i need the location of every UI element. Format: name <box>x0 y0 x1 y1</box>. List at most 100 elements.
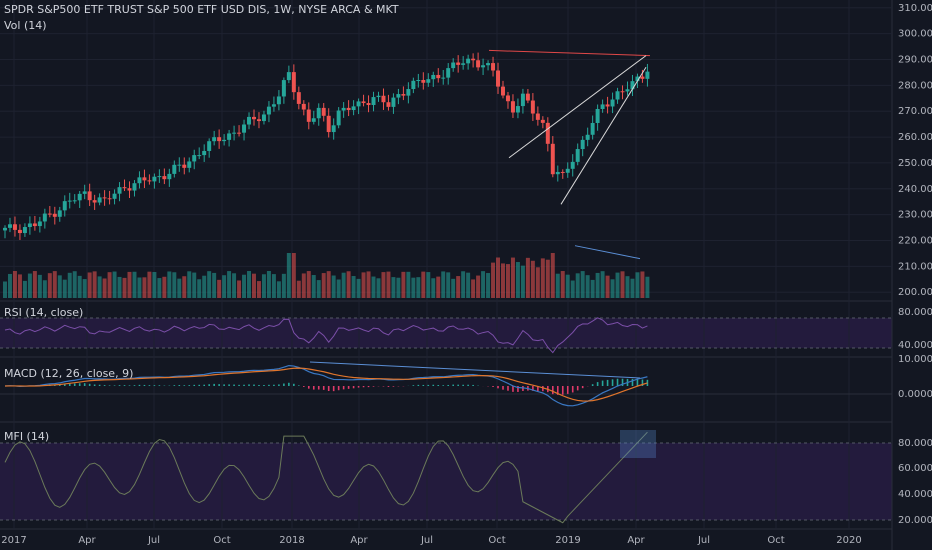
volume-label[interactable]: Vol (14) <box>4 19 47 32</box>
candle-body <box>515 106 520 113</box>
candle-body <box>346 107 351 111</box>
candle-body <box>316 107 321 119</box>
volume-bar <box>386 271 391 298</box>
price-tick-label: 230.00 <box>898 210 932 221</box>
volume-bar <box>545 259 550 298</box>
resistance-line <box>488 49 651 57</box>
price-tick-label: 220.00 <box>898 236 932 247</box>
volume-bar <box>247 271 251 298</box>
volume-bar <box>640 271 645 298</box>
candle-body <box>451 62 456 69</box>
candle-body <box>640 76 645 79</box>
mfi-tick-label: 20.0000 <box>898 515 932 526</box>
volume-bar <box>371 276 376 298</box>
candle-body <box>461 63 466 65</box>
candle-body <box>361 101 366 104</box>
price-tick-label: 280.00 <box>898 80 932 91</box>
volume-bar <box>540 258 545 298</box>
candle-body <box>471 58 476 61</box>
price-tick-label: 210.00 <box>898 261 932 272</box>
candle-body <box>47 213 52 215</box>
volume-bar <box>505 264 510 298</box>
volume-bar <box>550 253 555 298</box>
volume-bar <box>17 274 22 298</box>
volume-bar <box>37 274 42 298</box>
axes: 310.00 300.00 290.00 280.00 270.00 260.00 250.… <box>1 3 932 546</box>
candle-body <box>401 94 406 96</box>
volume-bar <box>486 273 491 298</box>
volume-bar <box>620 271 625 298</box>
volume-bar <box>635 272 640 298</box>
volume-bar <box>207 271 212 298</box>
candle-body <box>411 80 416 90</box>
candle-body <box>441 77 446 79</box>
time-tick-label: Oct <box>213 535 230 546</box>
candle-body <box>520 93 525 107</box>
time-tick-label: Apr <box>627 535 645 546</box>
symbol-title[interactable]: SPDR S&P500 ETF TRUST S&P 500 ETF USD DI… <box>4 3 399 16</box>
macd-tick-label: 10.0000 <box>898 354 932 365</box>
volume-bar <box>590 279 595 298</box>
candle-body <box>635 76 640 82</box>
volume-bar <box>132 271 137 298</box>
candle-body <box>331 125 336 133</box>
time-tick-label: Apr <box>350 535 368 546</box>
rsi-band <box>0 318 892 348</box>
candle-body <box>3 227 7 231</box>
candle-body <box>381 95 386 103</box>
volume-bar <box>7 273 12 298</box>
time-tick-label: 2017 <box>1 535 26 546</box>
candle-body <box>630 81 635 90</box>
volume-bar <box>326 271 331 298</box>
candle-body <box>545 122 550 144</box>
mfi-band <box>0 443 892 520</box>
volume-bar <box>446 272 451 298</box>
candle-body <box>296 92 301 104</box>
signal-line <box>4 367 648 402</box>
volume-bar <box>182 276 187 298</box>
volume-bar <box>356 278 361 298</box>
time-tick-label: Oct <box>488 535 505 546</box>
volume-bar <box>391 277 396 298</box>
candle-body <box>501 86 505 96</box>
candle-body <box>142 177 147 181</box>
volume-bar <box>580 271 585 298</box>
volume-bar <box>162 276 167 298</box>
volume-bar <box>645 276 650 298</box>
volume-bar <box>197 279 202 298</box>
rsi-tick-label: 80.0000 <box>898 307 932 318</box>
mfi-label[interactable]: MFI (14) <box>4 430 50 443</box>
volume-bar <box>306 271 311 298</box>
volume-bar <box>227 271 232 298</box>
candle-body <box>605 104 610 107</box>
volume-bar <box>336 279 341 298</box>
volume-bar <box>575 273 580 298</box>
volume-bar <box>266 271 271 298</box>
time-tick-label: Jul <box>420 535 433 546</box>
volume-bar <box>411 277 416 298</box>
macd-label[interactable]: MACD (12, 26, close, 9) <box>4 367 134 380</box>
candle-body <box>52 213 57 217</box>
volume-bar <box>107 272 112 298</box>
candle-body <box>610 99 615 107</box>
volume-bar <box>192 272 197 298</box>
volume-bar <box>615 272 620 298</box>
volume-bar <box>466 272 471 298</box>
candle-body <box>112 193 117 199</box>
volume-bar <box>102 278 107 298</box>
volume-bar <box>351 276 356 298</box>
volume-bar <box>172 272 177 298</box>
candle-body <box>486 63 491 66</box>
rsi-label[interactable]: RSI (14, close) <box>4 306 84 319</box>
candle-body <box>580 139 585 150</box>
candle-body <box>431 74 436 80</box>
candle-body <box>496 70 500 87</box>
volume-bar <box>242 274 247 298</box>
candle-body <box>252 116 256 120</box>
volume-bar <box>271 274 276 298</box>
volume-bar <box>610 279 615 298</box>
candle-body <box>217 137 222 142</box>
volume-bar <box>87 272 92 298</box>
volume-bar <box>331 275 336 298</box>
